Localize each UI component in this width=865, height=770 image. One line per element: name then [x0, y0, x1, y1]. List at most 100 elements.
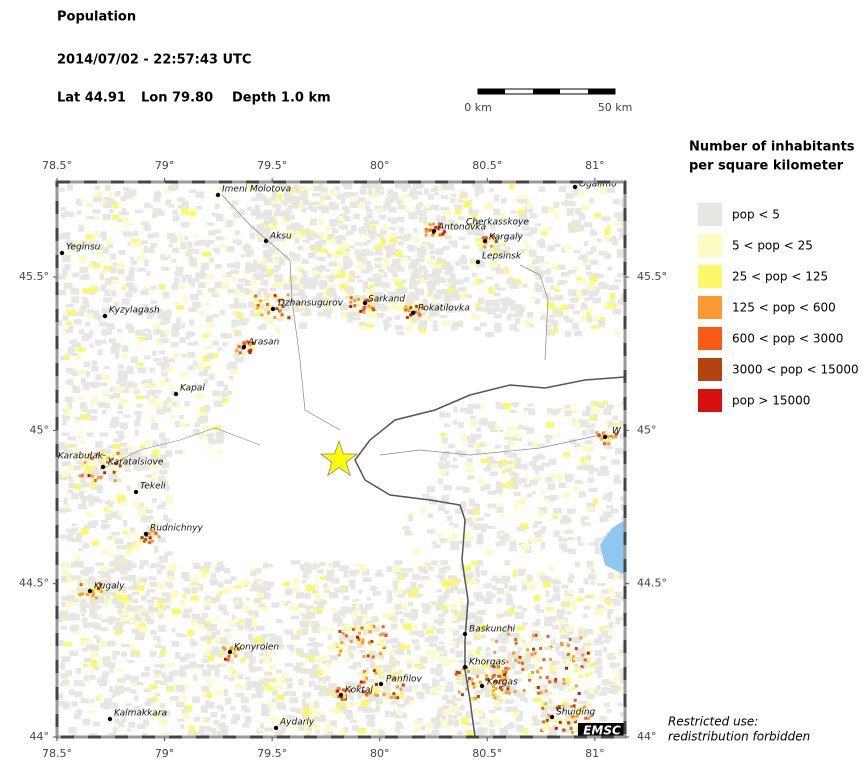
land-cover — [524, 578, 533, 584]
land-cover — [397, 602, 407, 610]
land-cover — [62, 702, 70, 710]
land-cover — [515, 317, 521, 325]
land-cover — [461, 265, 469, 270]
land-cover — [597, 469, 606, 477]
land-cover — [324, 589, 331, 593]
land-cover — [520, 568, 526, 574]
land-cover — [425, 205, 430, 209]
hotspot — [569, 655, 573, 659]
land-cover — [314, 185, 321, 192]
land-cover — [80, 606, 87, 613]
hotspot — [379, 652, 383, 656]
land-cover — [340, 706, 347, 711]
land-cover — [201, 716, 207, 724]
land-cover — [391, 278, 401, 282]
land-cover — [567, 537, 575, 541]
land-cover — [116, 380, 123, 385]
land-cover — [302, 568, 312, 574]
hotspot — [487, 677, 491, 681]
land-cover — [592, 688, 598, 694]
land-cover — [325, 586, 331, 590]
land-cover — [275, 326, 281, 334]
land-cover — [130, 675, 139, 683]
hotspot — [480, 238, 484, 242]
land-cover — [422, 248, 427, 255]
land-cover — [334, 612, 340, 617]
land-cover — [224, 384, 229, 392]
land-cover — [446, 264, 454, 269]
city-label: Baskunchi — [469, 625, 516, 635]
land-cover — [388, 300, 396, 305]
land-cover — [61, 596, 67, 601]
land-cover — [441, 712, 447, 720]
land-cover — [156, 636, 161, 643]
land-cover — [98, 681, 107, 687]
city-dot — [338, 692, 344, 698]
badge: EMSC — [583, 724, 621, 738]
land-cover — [334, 186, 340, 191]
land-cover — [231, 614, 236, 620]
land-cover — [560, 272, 570, 277]
land-cover — [153, 675, 160, 679]
land-cover — [190, 577, 200, 583]
land-cover — [545, 476, 553, 483]
city-label: Konyrolen — [234, 643, 279, 653]
land-cover — [100, 403, 106, 408]
hotspot — [359, 309, 363, 313]
land-cover — [158, 350, 166, 355]
land-cover — [255, 685, 264, 693]
land-cover — [198, 583, 204, 591]
land-cover — [318, 718, 327, 722]
land-cover — [143, 355, 151, 360]
city-dot — [462, 664, 468, 670]
hotspot — [93, 478, 97, 482]
land-cover — [428, 243, 435, 250]
land-cover — [563, 682, 571, 687]
land-cover — [406, 649, 412, 656]
land-cover — [552, 585, 560, 593]
land-cover — [476, 517, 485, 521]
land-cover — [171, 608, 181, 615]
land-cover — [584, 645, 590, 652]
land-cover — [81, 471, 90, 478]
land-cover — [157, 459, 163, 464]
land-cover — [207, 446, 212, 450]
land-cover — [352, 661, 362, 667]
land-cover — [250, 225, 256, 231]
hotspot — [566, 718, 570, 722]
land-cover — [220, 636, 227, 642]
land-cover — [438, 258, 446, 263]
land-cover — [118, 721, 125, 728]
land-cover — [448, 183, 455, 190]
land-cover — [554, 646, 560, 652]
land-cover — [150, 286, 157, 290]
land-cover — [261, 590, 268, 598]
land-cover — [276, 702, 284, 708]
hotspot — [506, 685, 510, 689]
land-cover — [120, 268, 125, 275]
land-cover — [190, 307, 196, 312]
land-cover — [157, 308, 162, 312]
land-cover — [440, 433, 447, 437]
land-cover — [292, 299, 299, 305]
land-cover — [224, 333, 232, 338]
land-cover — [505, 464, 514, 469]
land-cover — [319, 239, 324, 245]
land-cover — [112, 343, 121, 348]
land-cover — [515, 462, 520, 470]
land-cover — [598, 250, 608, 256]
land-cover — [83, 675, 90, 682]
hotspot — [349, 300, 353, 304]
land-cover — [109, 191, 115, 196]
land-cover — [410, 187, 417, 195]
land-cover — [108, 568, 116, 574]
lon-tick-label: 79° — [155, 159, 175, 172]
land-cover — [192, 429, 200, 436]
land-cover — [143, 202, 151, 209]
land-cover — [456, 712, 462, 717]
hotspot — [547, 646, 551, 650]
land-cover — [126, 189, 135, 195]
land-cover — [563, 548, 570, 553]
land-cover — [415, 209, 422, 215]
land-cover — [575, 726, 580, 733]
